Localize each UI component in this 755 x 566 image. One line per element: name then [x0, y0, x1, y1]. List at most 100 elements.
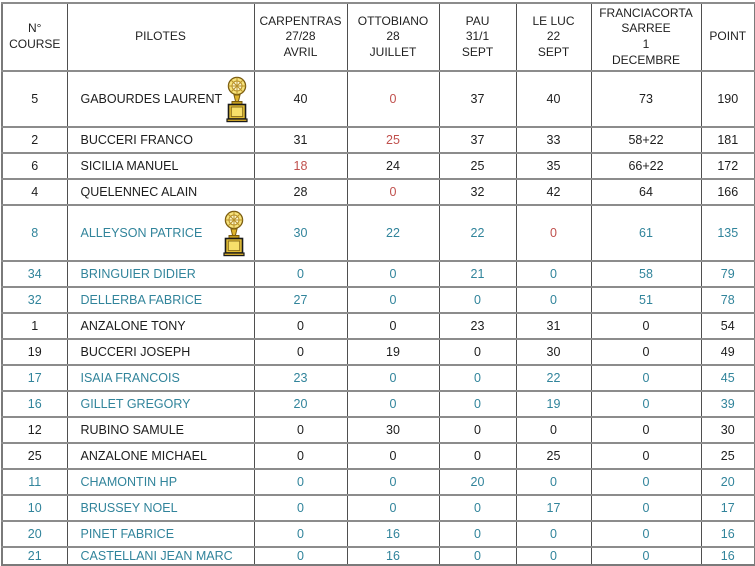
score-cell-ottobiano: 0 [346, 468, 439, 495]
score-cell-le-luc: 0 [515, 546, 591, 565]
pilot-cell: ALLEYSON PATRICE [66, 204, 254, 261]
pilot-name: ANZALONE TONY [80, 319, 186, 333]
table-row: 5 GABOURDES LAURENT 40 0 37 40 73 190 [1, 70, 755, 127]
pilot-cell-inner: BRUSSEY NOEL [68, 501, 254, 515]
table-row: 21 CASTELLANI JEAN MARC 0 16 0 0 0 16 [1, 546, 755, 565]
score-cell-ottobiano: 0 [346, 442, 439, 469]
pilot-cell-inner: BRINGUIER DIDIER [68, 267, 254, 281]
race-number-cell: 21 [1, 546, 67, 565]
score-cell-pau: 0 [438, 520, 516, 547]
race-number-cell: 2 [1, 126, 67, 153]
total-points-cell: 54 [700, 312, 755, 339]
score-cell-franciacorta: 66+22 [590, 152, 701, 179]
pilot-cell: RUBINO SAMULE [66, 416, 254, 443]
total-points-cell: 25 [700, 442, 755, 469]
pilot-name: BRUSSEY NOEL [80, 501, 178, 515]
pilot-cell-inner: DELLERBA FABRICE [68, 293, 254, 307]
pilot-cell-inner: BUCCERI FRANCO [68, 133, 254, 147]
pilot-cell-inner: GILLET GREGORY [68, 397, 254, 411]
header-line: 22 [546, 29, 561, 44]
total-points-cell: 172 [700, 152, 755, 179]
score-cell-pau: 0 [438, 416, 516, 443]
pilot-cell-inner: GABOURDES LAURENT [68, 76, 254, 123]
score-cell-le-luc: 31 [515, 312, 591, 339]
score-cell-carpentras: 0 [253, 546, 347, 565]
score-cell-franciacorta: 0 [590, 546, 701, 565]
race-number-cell: 20 [1, 520, 67, 547]
header-line: 1 [642, 37, 650, 51]
table-row: 12 RUBINO SAMULE 0 30 0 0 0 30 [1, 416, 755, 443]
table-row: 4 QUELENNEC ALAIN 28 0 32 42 64 166 [1, 178, 755, 205]
table-row: 32 DELLERBA FABRICE 27 0 0 0 51 78 [1, 286, 755, 313]
column-header-num-course: N° COURSE [1, 2, 67, 71]
pilot-cell: DELLERBA FABRICE [66, 286, 254, 313]
header-line: DECEMBRE [611, 52, 680, 67]
pilot-cell-inner: CHAMONTIN HP [68, 475, 254, 489]
table-row: 2 BUCCERI FRANCO 31 25 37 33 58+22 181 [1, 126, 755, 153]
pilot-cell-inner: ANZALONE TONY [68, 319, 254, 333]
header-line: 27/28 [285, 29, 316, 44]
table-row: 1 ANZALONE TONY 0 0 23 31 0 54 [1, 312, 755, 339]
score-cell-pau: 22 [438, 204, 516, 261]
race-number-cell: 10 [1, 494, 67, 521]
pilot-cell: BRINGUIER DIDIER [66, 260, 254, 287]
race-number-cell: 34 [1, 260, 67, 287]
pilot-cell: ANZALONE MICHAEL [66, 442, 254, 469]
score-cell-ottobiano: 30 [346, 416, 439, 443]
score-cell-carpentras: 40 [253, 70, 347, 127]
trophy-icon [222, 76, 252, 123]
score-cell-le-luc: 30 [515, 338, 591, 365]
header-line: COURSE [9, 37, 61, 51]
score-cell-franciacorta: 61 [590, 204, 701, 261]
score-cell-pau: 0 [438, 546, 516, 565]
score-cell-carpentras: 0 [253, 338, 347, 365]
score-cell-carpentras: 27 [253, 286, 347, 313]
header-line: SEPT [537, 44, 570, 59]
score-cell-le-luc: 25 [515, 442, 591, 469]
race-number-cell: 19 [1, 338, 67, 365]
pilot-cell-inner: ANZALONE MICHAEL [68, 449, 254, 463]
score-cell-ottobiano: 0 [346, 260, 439, 287]
score-cell-le-luc: 0 [515, 468, 591, 495]
score-cell-franciacorta: 0 [590, 494, 701, 521]
header-line: AVRIL [283, 44, 318, 59]
total-points-cell: 190 [700, 70, 755, 127]
total-points-cell: 39 [700, 390, 755, 417]
score-cell-franciacorta: 0 [590, 390, 701, 417]
pilot-cell: ANZALONE TONY [66, 312, 254, 339]
table-row: 8 ALLEYSON PATRICE 30 22 22 0 61 135 [1, 204, 755, 261]
header-line: OTTOBIANO [357, 13, 429, 28]
table-row: 34 BRINGUIER DIDIER 0 0 21 0 58 79 [1, 260, 755, 287]
score-cell-carpentras: 30 [253, 204, 347, 261]
score-cell-carpentras: 28 [253, 178, 347, 205]
score-cell-ottobiano: 0 [346, 364, 439, 391]
pilot-name: ANZALONE MICHAEL [80, 449, 207, 463]
header-line: PILOTES [135, 29, 186, 44]
score-cell-le-luc: 40 [515, 70, 591, 127]
pilot-cell-inner: PINET FABRICE [68, 527, 254, 541]
score-cell-ottobiano: 0 [346, 70, 439, 127]
score-cell-pau: 25 [438, 152, 516, 179]
race-number-cell: 8 [1, 204, 67, 261]
score-cell-franciacorta: 0 [590, 312, 701, 339]
table-row: 16 GILLET GREGORY 20 0 0 19 0 39 [1, 390, 755, 417]
pilot-name: GABOURDES LAURENT [80, 92, 223, 106]
total-points-cell: 17 [700, 494, 755, 521]
score-cell-ottobiano: 22 [346, 204, 439, 261]
score-cell-pau: 37 [438, 70, 516, 127]
header-line: POINT [709, 29, 747, 44]
column-header-franciacorta: FRANCIACORTA SARREE 1 DECEMBRE [590, 2, 701, 71]
score-cell-carpentras: 0 [253, 416, 347, 443]
score-cell-ottobiano: 0 [346, 178, 439, 205]
score-cell-le-luc: 0 [515, 260, 591, 287]
score-cell-carpentras: 0 [253, 442, 347, 469]
table-row: 25 ANZALONE MICHAEL 0 0 0 25 0 25 [1, 442, 755, 469]
score-cell-carpentras: 0 [253, 494, 347, 521]
score-cell-franciacorta: 0 [590, 520, 701, 547]
column-header-carpentras: CARPENTRAS 27/28 AVRIL [253, 2, 347, 71]
race-number-cell: 11 [1, 468, 67, 495]
score-cell-ottobiano: 0 [346, 312, 439, 339]
score-cell-carpentras: 20 [253, 390, 347, 417]
header-line: N° [28, 21, 42, 36]
